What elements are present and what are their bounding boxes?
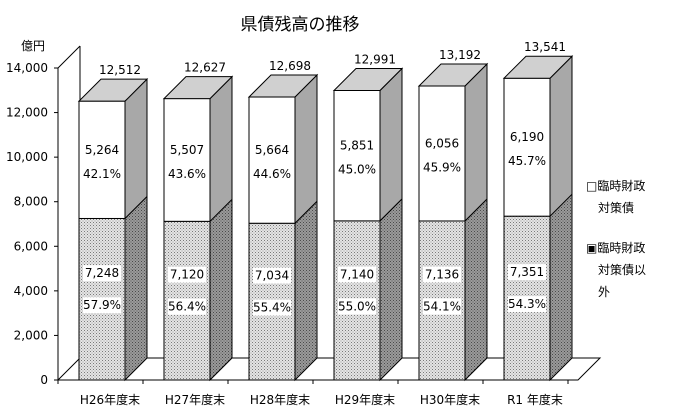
bar-side-rinji-2 [209,75,233,223]
rinji-share-label: 42.1% [83,167,121,181]
total-label: 13,541 [524,40,566,54]
y-tick-label: 10,000 [6,150,48,164]
bar-segment-rinji-2 [163,98,211,222]
other-share-label-bg [168,298,206,315]
bar-segment-rinji-5 [418,85,466,222]
bar-side-other-6 [549,192,573,382]
data-labels: H26年度末 12,512 5,264 42.1% 7,248 57.9% H27年度末 12… [80,40,566,407]
legend-entry-line: 対策債 [598,200,634,215]
other-share-label-bg [508,296,546,313]
bar-side-rinji-5 [464,62,488,223]
rinji-share-label: 45.7% [508,154,546,168]
other-share-label: 55.0% [338,299,376,313]
bar-side-rinji-1 [124,77,148,220]
other-share-label: 54.3% [508,297,546,311]
other-value-label-bg [508,264,546,281]
y-tick-label: 14,000 [6,61,48,75]
other-value-label: 7,034 [255,269,289,283]
x-category-label: H29年度末 [335,392,395,407]
x-category-label: H28年度末 [250,392,310,407]
wall-top-edge [57,45,81,69]
other-value-label-bg [83,265,121,282]
other-share-label-bg [83,297,121,314]
x-category-label: H26年度末 [80,392,140,407]
y-tick-label: 6,000 [14,239,48,253]
other-share-label: 54.1% [423,299,461,313]
other-share-label: 56.4% [168,300,206,314]
other-value-label-bg [168,266,206,283]
bar-side-other-4 [379,197,403,382]
other-share-label-bg [253,299,291,316]
rinji-value-label: 5,851 [340,139,374,153]
bar-side-other-1 [124,195,148,382]
bar-top-3 [247,74,319,98]
rinji-share-label: 45.9% [423,160,461,174]
bar-top-4 [332,67,404,91]
rinji-value-label: 5,664 [255,143,289,157]
other-value-label: 7,248 [85,266,119,280]
other-value-label-bg [338,266,376,283]
y-tick-label: 4,000 [14,284,48,298]
total-label: 12,698 [269,59,311,73]
other-share-label: 55.4% [253,301,291,315]
bar-side-rinji-3 [294,73,318,225]
total-label: 12,512 [99,63,141,77]
legend-entry-line: 外 [598,285,610,299]
other-value-label: 7,140 [340,267,374,281]
bars [77,55,574,382]
bar-top-5 [417,63,489,87]
total-label: 12,627 [184,61,226,75]
y-tick-label: 2,000 [14,328,48,342]
bar-segment-rinji-6 [503,77,551,217]
other-share-label-bg [338,298,376,315]
legend-entry-line: □臨時財政 [586,178,645,193]
other-value-label-bg [423,266,461,283]
other-share-label: 57.9% [83,298,121,312]
legend-entry-line: ▣臨時財政 [586,240,645,255]
rinji-share-label: 43.6% [168,167,206,181]
rinji-value-label: 5,264 [85,143,119,157]
bar-segment-rinji-3 [248,96,296,224]
bar-top-6 [502,55,574,79]
legend-entry-line: 対策債以 [598,262,646,277]
other-value-label: 7,136 [425,267,459,281]
rinji-share-label: 45.0% [338,163,376,177]
bar-side-other-2 [209,198,233,382]
x-category-label: R1 年度末 [507,392,563,407]
bar-side-rinji-4 [379,67,403,223]
other-share-label-bg [423,298,461,315]
bar-side-other-5 [464,197,488,382]
total-label: 12,991 [354,52,396,66]
other-value-label: 7,351 [510,265,544,279]
bar-segment-rinji-4 [333,89,381,222]
rinji-value-label: 6,056 [425,136,459,150]
bar-top-2 [162,76,234,100]
other-value-label: 7,120 [170,268,204,282]
y-tick-label: 8,000 [14,195,48,209]
rinji-share-label: 44.6% [253,167,291,181]
rinji-value-label: 5,507 [170,143,204,157]
y-tick-label: 0 [40,373,48,387]
y-tick-label: 12,000 [6,106,48,120]
bar-side-rinji-6 [549,55,573,218]
y-axis-unit-label: 億円 [21,39,45,53]
total-label: 13,192 [439,48,481,62]
rinji-value-label: 6,190 [510,130,544,144]
other-value-label-bg [253,267,291,284]
bar-top-1 [77,78,149,102]
bar-segment-rinji-1 [78,100,126,219]
chart-title: 県債残高の推移 [241,15,360,35]
x-category-label: H30年度末 [420,392,480,407]
x-category-label: H27年度末 [165,392,225,407]
bar-side-other-3 [294,200,318,382]
